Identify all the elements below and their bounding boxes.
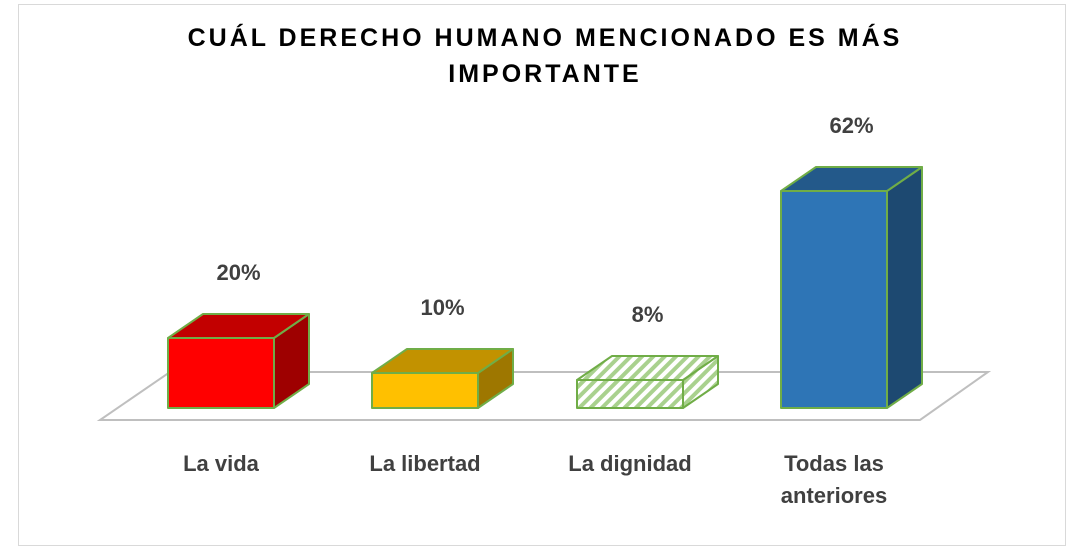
category-label: La dignidad <box>568 451 692 476</box>
floor <box>96 371 992 421</box>
chart-title: CUÁL DERECHO HUMANO MENCIONADO ES MÁS IM… <box>187 24 903 88</box>
bar <box>371 372 479 409</box>
bar <box>780 190 888 409</box>
bar-side <box>886 166 923 409</box>
value-label: 8% <box>632 302 664 327</box>
chart-frame <box>18 4 1066 546</box>
value-label: 62% <box>829 113 873 138</box>
bar <box>576 379 684 409</box>
category-label: La libertad <box>369 451 481 476</box>
bar <box>167 337 275 409</box>
category-label: La vida <box>183 451 259 476</box>
value-label: 10% <box>420 295 464 320</box>
category-label: Todas las anteriores <box>780 451 888 508</box>
value-label: 20% <box>216 260 260 285</box>
